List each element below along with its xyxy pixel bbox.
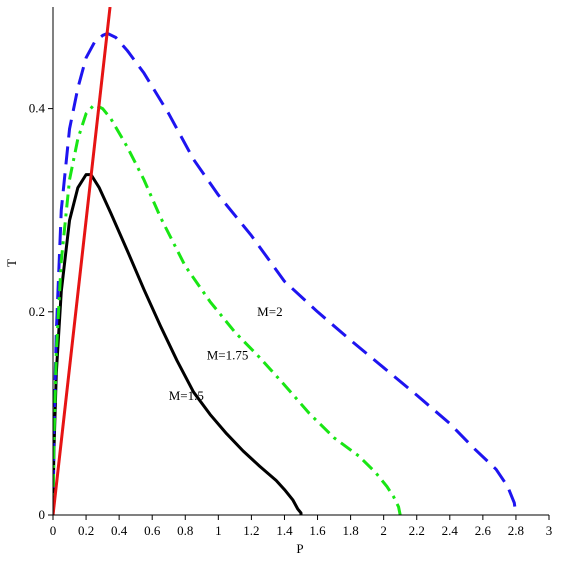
- x-tick-label: 0.6: [144, 523, 161, 538]
- labels-group: P T 0 0.2 0.4 0.6 0.8 1 1.2 1.4 1.6 1.8 2 2.2 2.4 2.6…: [4, 101, 552, 556]
- x-tick-label: 1: [215, 523, 222, 538]
- plot-series-group: [53, 7, 518, 515]
- x-tick-label: 2.6: [475, 523, 492, 538]
- series-line-0: [53, 173, 303, 515]
- x-tick-label: 0.4: [111, 523, 128, 538]
- axes-group: [48, 7, 550, 520]
- y-tick-label: 0: [39, 507, 46, 522]
- x-tick-label: 2.8: [508, 523, 524, 538]
- x-tick-label: 1.8: [342, 523, 358, 538]
- y-tick-label: 0.4: [29, 101, 46, 116]
- y-tick-label: 0.2: [29, 304, 45, 319]
- curves-group: [53, 7, 518, 515]
- curve-annotation: M=1.5: [169, 388, 204, 403]
- x-tick-label: 1.6: [309, 523, 326, 538]
- x-tick-label: 2.4: [442, 523, 459, 538]
- x-tick-label: 0.8: [177, 523, 193, 538]
- series-line-2: [53, 103, 402, 515]
- x-axis-title: P: [296, 541, 303, 556]
- curve-annotation: M=1.75: [207, 347, 249, 362]
- x-tick-label: 2.2: [409, 523, 425, 538]
- series-line-3: [53, 7, 112, 515]
- x-tick-label: 2: [380, 523, 387, 538]
- series-line-1: [53, 31, 518, 515]
- x-tick-label: 0: [50, 523, 57, 538]
- x-tick-label: 0.2: [78, 523, 94, 538]
- y-axis-title: T: [4, 259, 19, 267]
- x-tick-label: 1.4: [276, 523, 293, 538]
- curve-annotation: M=2: [257, 304, 282, 319]
- x-tick-label: 1.2: [243, 523, 259, 538]
- x-tick-label: 3: [546, 523, 553, 538]
